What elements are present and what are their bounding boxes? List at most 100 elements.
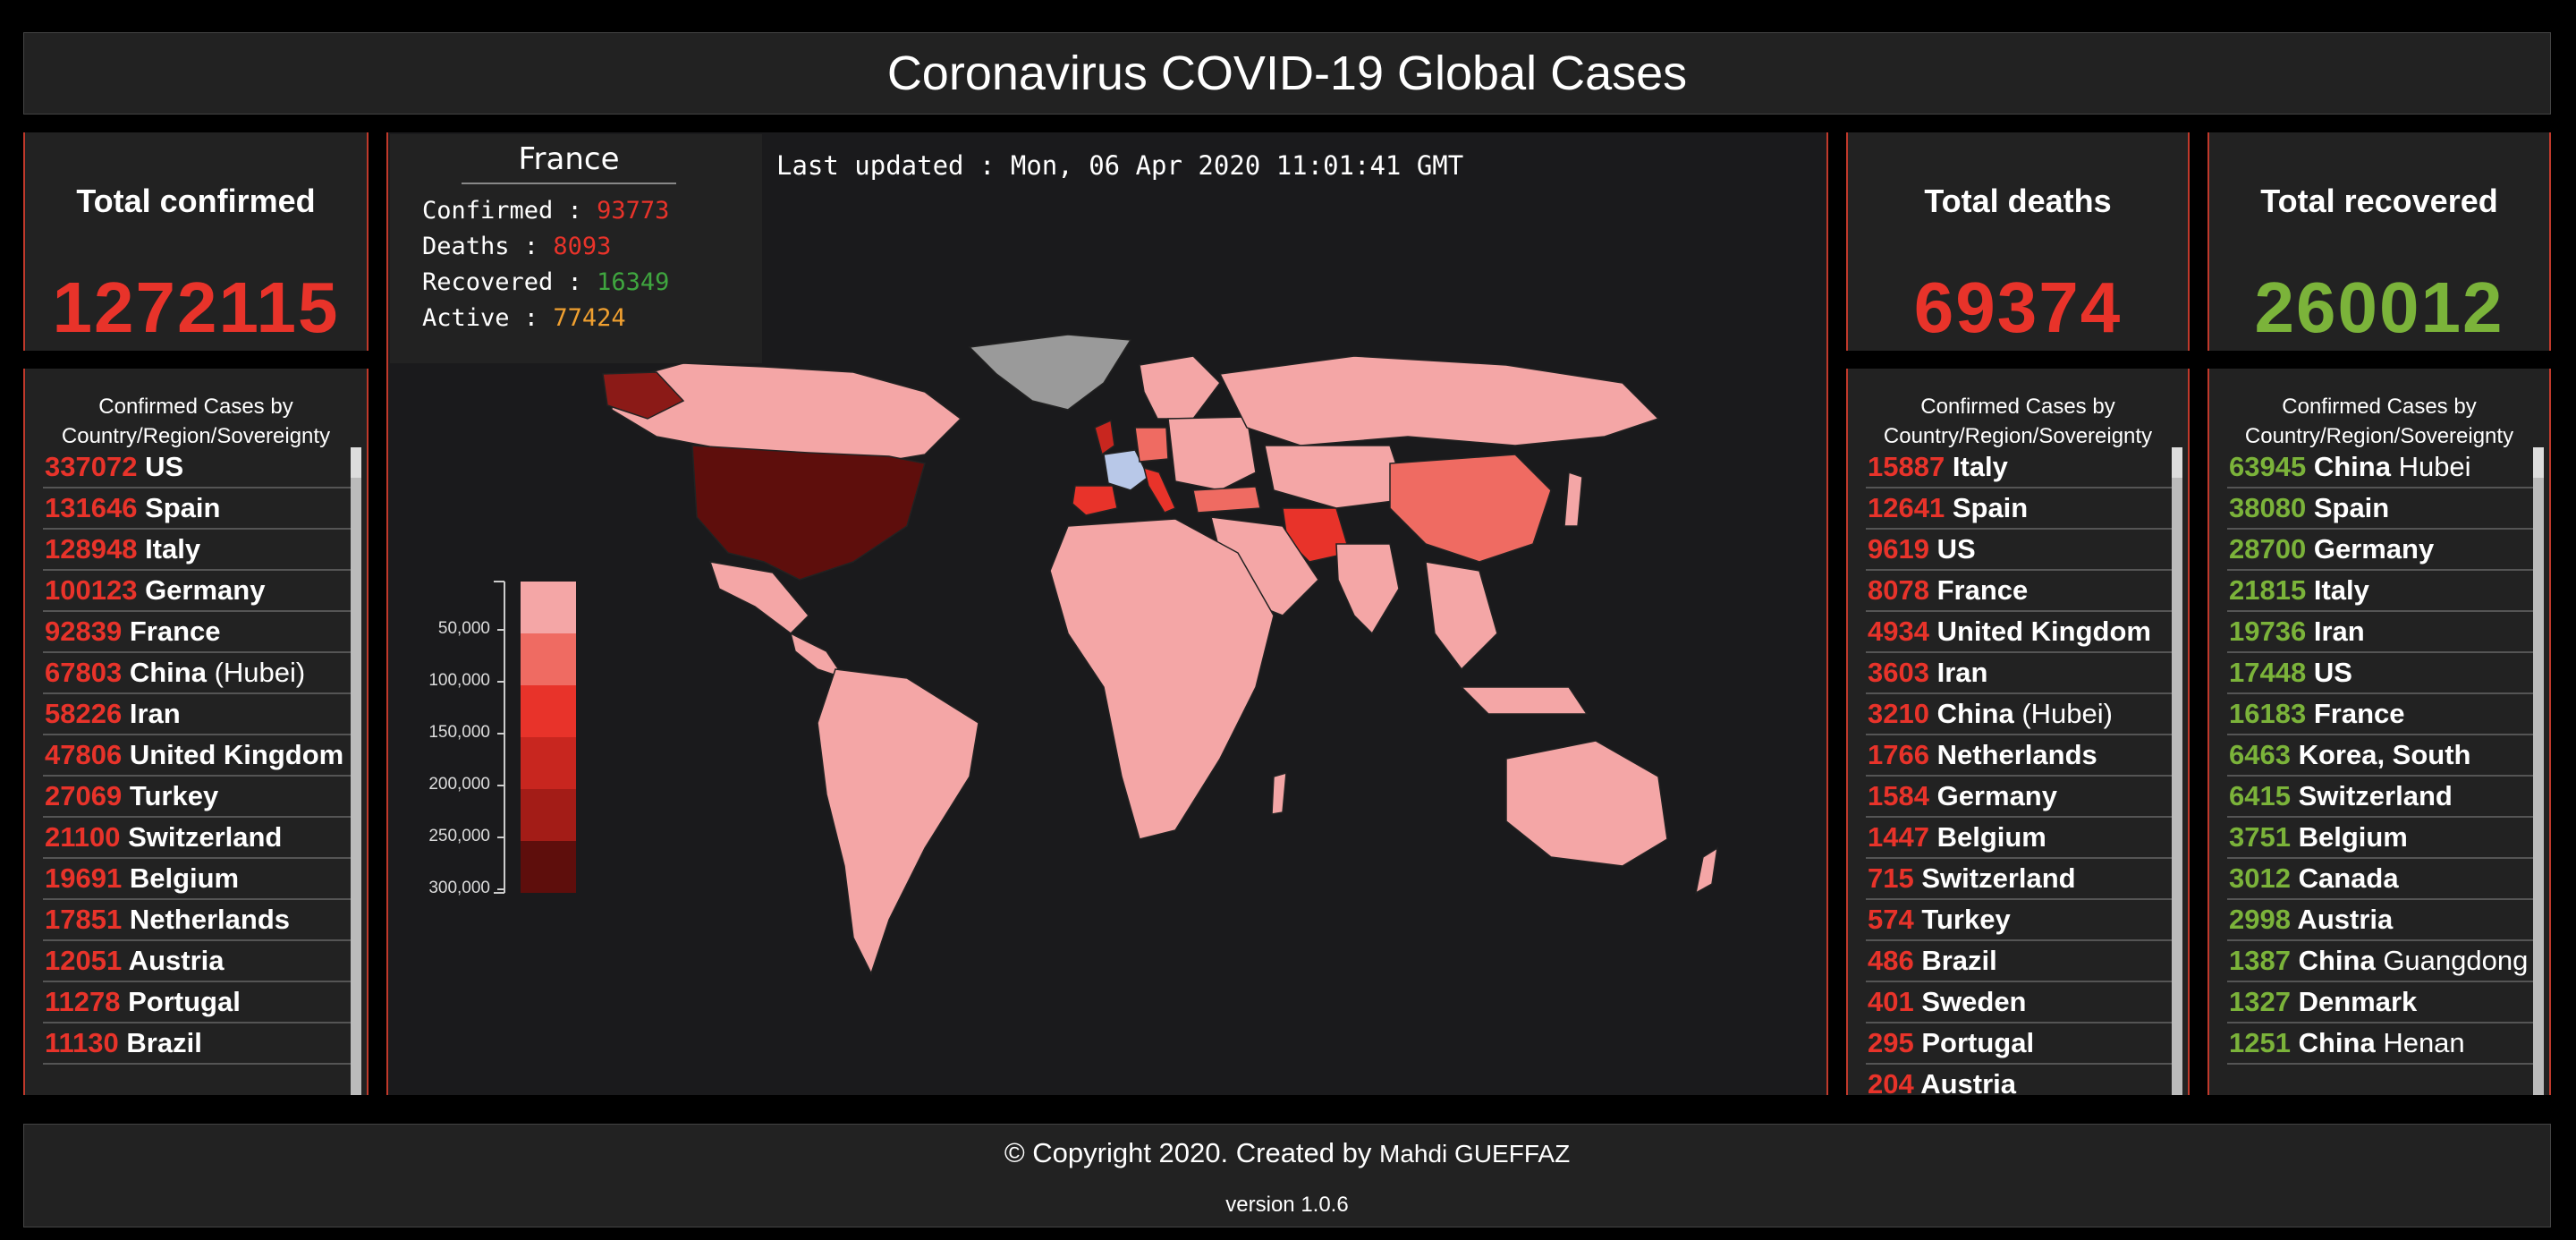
list-item-count: 47806 [45, 739, 123, 770]
list-item[interactable]: 12641 Spain [1866, 488, 2181, 530]
list-item[interactable]: 21100 Switzerland [43, 818, 358, 859]
list-item-count: 131646 [45, 492, 138, 523]
map-country-us[interactable] [691, 445, 926, 581]
list-item-country: Turkey [122, 780, 219, 811]
confirmed-list-scrollbar[interactable] [351, 447, 361, 1095]
list-item[interactable]: 11130 Brazil [43, 1023, 358, 1065]
map-country-new-zealand[interactable] [1694, 846, 1718, 895]
list-item[interactable]: 401 Sweden [1866, 982, 2181, 1023]
list-item[interactable]: 6463 Korea, South [2227, 735, 2542, 777]
list-item[interactable]: 3210 China (Hubei) [1866, 694, 2181, 735]
map-country-china[interactable] [1389, 454, 1552, 563]
confirmed-list: 337072 US 131646 Spain 128948 Italy 100123 … [43, 447, 358, 1065]
list-item[interactable]: 715 Switzerland [1866, 859, 2181, 900]
recovered-list-panel[interactable]: Confirmed Cases by Country/Region/Sovere… [2207, 369, 2551, 1095]
list-item[interactable]: 4934 United Kingdom [1866, 612, 2181, 653]
recovered-list: 63945 China Hubei 38080 Spain 28700 German… [2227, 447, 2542, 1065]
map-country-africa[interactable] [1049, 518, 1275, 840]
list-item[interactable]: 19691 Belgium [43, 859, 358, 900]
list-item[interactable]: 1766 Netherlands [1866, 735, 2181, 777]
map-country-australia[interactable] [1505, 740, 1668, 867]
map-country-madagascar[interactable] [1271, 771, 1287, 815]
deaths-list-scrollbar[interactable] [2172, 447, 2182, 1095]
list-item[interactable]: 17448 US [2227, 653, 2542, 694]
list-item[interactable]: 28700 Germany [2227, 530, 2542, 571]
list-item-country: Italy [137, 533, 201, 565]
list-item[interactable]: 16183 France [2227, 694, 2542, 735]
list-item[interactable]: 92839 France [43, 612, 358, 653]
recovered-list-scrollbar[interactable] [2533, 447, 2544, 1095]
map-country-spain[interactable] [1072, 485, 1118, 516]
map-country-uk[interactable] [1094, 419, 1115, 456]
list-item[interactable]: 574 Turkey [1866, 900, 2181, 941]
list-item-country: Belgium [1928, 821, 2046, 853]
list-item[interactable]: 6415 Switzerland [2227, 777, 2542, 818]
list-item[interactable]: 67803 China (Hubei) [43, 653, 358, 694]
list-item[interactable]: 3751 Belgium [2227, 818, 2542, 859]
list-item-count: 295 [1868, 1027, 1914, 1058]
list-item[interactable]: 17851 Netherlands [43, 900, 358, 941]
scroll-thumb[interactable] [2172, 447, 2182, 478]
total-confirmed-label: Total confirmed [76, 183, 316, 219]
map-country-scandinavia[interactable] [1139, 355, 1221, 420]
list-item[interactable]: 486 Brazil [1866, 941, 2181, 982]
list-item[interactable]: 337072 US [43, 447, 358, 488]
list-item[interactable]: 1251 China Henan [2227, 1023, 2542, 1065]
list-item[interactable]: 8078 France [1866, 571, 2181, 612]
list-item[interactable]: 58226 Iran [43, 694, 358, 735]
list-item-country: Austria [2290, 904, 2394, 935]
list-item-count: 27069 [45, 780, 123, 811]
list-item[interactable]: 3603 Iran [1866, 653, 2181, 694]
map-country-germany[interactable] [1134, 427, 1169, 463]
map-country-russia[interactable] [1218, 355, 1660, 446]
map-country-south-america[interactable] [817, 668, 979, 975]
scroll-thumb[interactable] [2533, 447, 2544, 478]
map-country-france[interactable] [1103, 449, 1149, 491]
map-country-greenland[interactable] [968, 334, 1132, 411]
list-item-country: Italy [2306, 574, 2369, 606]
map-country-alaska[interactable] [602, 371, 685, 420]
world-map[interactable] [388, 132, 1826, 1095]
list-item[interactable]: 15887 Italy [1866, 447, 2181, 488]
list-item[interactable]: 19736 Iran [2227, 612, 2542, 653]
list-item[interactable]: 1387 China Guangdong [2227, 941, 2542, 982]
map-country-central-asia[interactable] [1264, 445, 1410, 509]
list-item[interactable]: 1327 Denmark [2227, 982, 2542, 1023]
map-country-southeast-asia[interactable] [1425, 561, 1498, 671]
list-item[interactable]: 1447 Belgium [1866, 818, 2181, 859]
list-item-region: (Hubei) [206, 657, 306, 688]
map-country-india[interactable] [1335, 543, 1400, 635]
scroll-thumb[interactable] [351, 447, 361, 478]
map-country-japan[interactable] [1563, 471, 1583, 527]
map-country-indonesia[interactable] [1460, 686, 1589, 715]
list-item[interactable]: 295 Portugal [1866, 1023, 2181, 1065]
map-country-canada[interactable] [611, 362, 962, 464]
list-item[interactable]: 204 Austria [1866, 1065, 2181, 1095]
map-country-central-america[interactable] [789, 632, 846, 680]
map-country-turkey[interactable] [1192, 486, 1261, 514]
list-item[interactable]: 38080 Spain [2227, 488, 2542, 530]
list-item[interactable]: 9619 US [1866, 530, 2181, 571]
list-item[interactable]: 47806 United Kingdom [43, 735, 358, 777]
list-item-country: Portugal [120, 986, 241, 1017]
list-item[interactable]: 63945 China Hubei [2227, 447, 2542, 488]
list-item[interactable]: 21815 Italy [2227, 571, 2542, 612]
list-item[interactable]: 2998 Austria [2227, 900, 2542, 941]
list-item[interactable]: 128948 Italy [43, 530, 358, 571]
map-country-eastern-europe[interactable] [1167, 416, 1257, 491]
deaths-list-panel[interactable]: Confirmed Cases by Country/Region/Sovere… [1846, 369, 2190, 1095]
list-item[interactable]: 27069 Turkey [43, 777, 358, 818]
list-item-count: 19691 [45, 862, 123, 894]
list-item[interactable]: 1584 Germany [1866, 777, 2181, 818]
list-item-count: 486 [1868, 945, 1914, 976]
confirmed-list-panel[interactable]: Confirmed Cases by Country/Region/Sovere… [23, 369, 369, 1095]
list-item[interactable]: 3012 Canada [2227, 859, 2542, 900]
list-item[interactable]: 131646 Spain [43, 488, 358, 530]
list-item[interactable]: 100123 Germany [43, 571, 358, 612]
list-item-count: 11130 [45, 1027, 119, 1058]
legend-label: 200,000 [428, 775, 490, 794]
map-country-italy[interactable] [1142, 466, 1177, 514]
list-item[interactable]: 11278 Portugal [43, 982, 358, 1023]
list-item[interactable]: 12051 Austria [43, 941, 358, 982]
world-map-panel[interactable]: 50,000 100,000 150,000 200,000 250,000 300,00… [386, 132, 1828, 1095]
